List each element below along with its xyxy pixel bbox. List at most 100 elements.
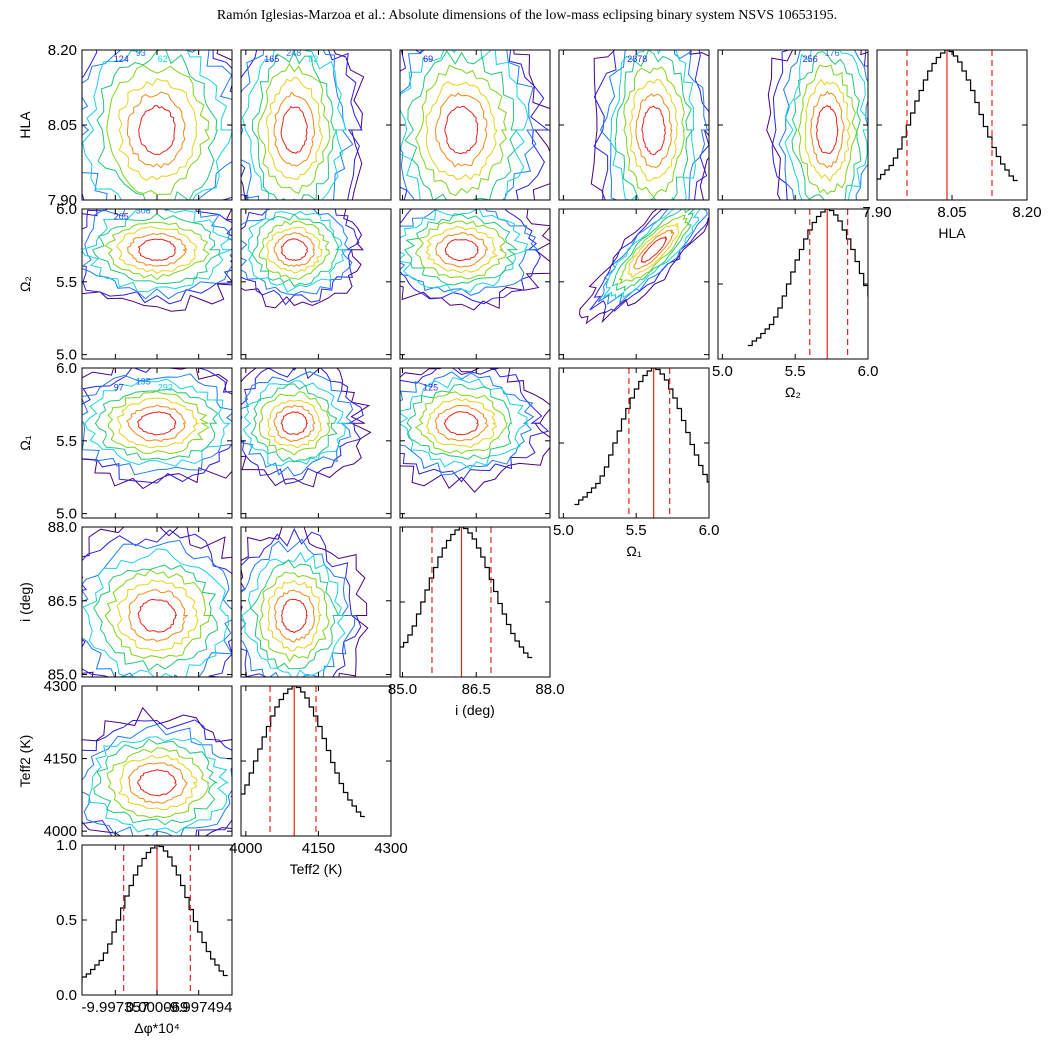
y-tick-label: 0.0 — [56, 987, 77, 1004]
contour-level-7 — [118, 754, 198, 811]
contour-level-9 — [641, 105, 666, 156]
contour-level-1 — [82, 706, 232, 836]
contour-level-6 — [797, 64, 858, 195]
x-axis-label-omega2: Ω₂ — [785, 384, 801, 400]
contour-level-8 — [273, 91, 316, 167]
contour-level-2 — [241, 209, 360, 306]
contour-level-5 — [93, 564, 218, 672]
x-tick-label: 4000 — [229, 840, 262, 857]
panel-frame — [81, 49, 233, 201]
contour-level-8 — [273, 589, 316, 643]
contour-level-9 — [137, 238, 176, 261]
contour-level-5 — [404, 50, 518, 200]
x-axis-label-i: i (deg) — [455, 702, 495, 718]
y-tick-label: 5.0 — [56, 347, 77, 364]
contour-level-8 — [273, 232, 315, 268]
panel-r3-c2: 85.0 86.5 88.0 i (deg) — [388, 526, 565, 718]
panel-r4-c0: 4000 4150 4300 Teff2 (K) — [17, 678, 233, 840]
contour-level-4 — [400, 50, 529, 200]
contour-level-6 — [257, 62, 331, 195]
panel-r0-c0: 124 93 62 7.90 8.05 8.20 HLA — [17, 42, 233, 209]
contour-level-5 — [96, 50, 219, 200]
contour-level-7 — [804, 78, 851, 183]
x-tick-label: 5.0 — [553, 522, 574, 539]
x-tick-label: -9.997357 — [82, 999, 150, 1016]
contour-label: 195 — [136, 377, 151, 387]
contour-label: 256 — [803, 54, 818, 64]
contour-level-9 — [137, 598, 177, 633]
panel-frame — [399, 208, 551, 360]
contour-level-9 — [280, 105, 308, 155]
contour-level-4 — [247, 210, 347, 293]
contour-level-1 — [578, 209, 709, 325]
contour-level-6 — [106, 64, 210, 196]
x-axis-label-teff2: Teff2 (K) — [290, 861, 343, 877]
contour-level-3 — [400, 371, 535, 476]
panel-r1-c1 — [240, 208, 392, 360]
contour-level-6 — [107, 390, 210, 455]
contour-level-5 — [614, 50, 694, 200]
contour-level-8 — [128, 589, 189, 643]
x-tick-label: 5.0 — [712, 363, 733, 380]
contour-level-1 — [400, 368, 550, 493]
contour-level-3 — [597, 209, 708, 305]
contour-level-7 — [265, 76, 323, 180]
y-axis-label-omega1: Ω₁ — [17, 435, 33, 450]
contour-label: 125 — [423, 383, 438, 393]
contour-level-4 — [242, 380, 346, 467]
contour-level-7 — [627, 222, 680, 279]
contour-level-7 — [118, 78, 197, 181]
contour-level-5 — [250, 383, 338, 463]
contour-level-4 — [82, 50, 232, 200]
contour-level-5 — [404, 213, 518, 286]
panel-frame — [240, 526, 392, 678]
histogram-hla — [877, 50, 1018, 182]
panel-r0-c3: 2878 — [558, 49, 710, 201]
histogram-omega1 — [574, 368, 709, 506]
contour-level-5 — [251, 50, 338, 200]
contour-level-3 — [82, 373, 232, 476]
contour-level-8 — [273, 404, 316, 443]
panel-frame — [240, 367, 392, 519]
contour-level-5 — [93, 738, 219, 826]
contour-level-9 — [443, 411, 479, 436]
contour-label: 82 — [308, 54, 318, 64]
contour-level-9 — [280, 411, 309, 436]
panel-r2-c1 — [240, 367, 392, 519]
x-tick-label: 8.05 — [937, 204, 966, 221]
y-tick-label: 4300 — [44, 678, 77, 695]
y-tick-label: 4150 — [44, 751, 77, 768]
contour-level-2 — [241, 50, 363, 200]
contour-level-6 — [104, 569, 211, 659]
contour-level-4 — [784, 50, 868, 200]
contour-level-6 — [414, 391, 508, 454]
contour-level-9 — [444, 105, 479, 155]
y-tick-label: 0.5 — [56, 912, 77, 929]
y-tick-label: 86.5 — [48, 593, 77, 610]
panel-r0-c1: 165 248 82 — [240, 49, 392, 201]
contour-level-5 — [791, 51, 862, 200]
contour-level-3 — [599, 50, 708, 200]
contour-level-2 — [82, 719, 232, 836]
x-tick-label: 8.20 — [1012, 204, 1041, 221]
contour-level-9 — [138, 105, 176, 155]
y-tick-label: 6.0 — [56, 201, 77, 218]
contour-level-8 — [810, 90, 845, 169]
panel-r1-c3 — [558, 208, 710, 360]
contour-level-6 — [414, 220, 507, 280]
contour-level-1 — [241, 50, 365, 200]
contour-level-3 — [241, 50, 354, 200]
contour-level-1 — [241, 209, 365, 309]
x-tick-label: 88.0 — [535, 681, 564, 698]
contour-level-6 — [258, 220, 331, 280]
contour-level-7 — [266, 226, 323, 274]
contour-level-4 — [602, 209, 701, 300]
x-tick-label: 4300 — [374, 840, 407, 857]
contour-level-4 — [87, 736, 230, 834]
contour-level-9 — [640, 236, 668, 263]
contour-label: 62 — [158, 54, 168, 64]
contour-level-3 — [82, 539, 232, 677]
histogram-dphi — [82, 845, 228, 983]
contour-level-8 — [435, 232, 488, 268]
x-tick-label: 5.5 — [785, 363, 806, 380]
